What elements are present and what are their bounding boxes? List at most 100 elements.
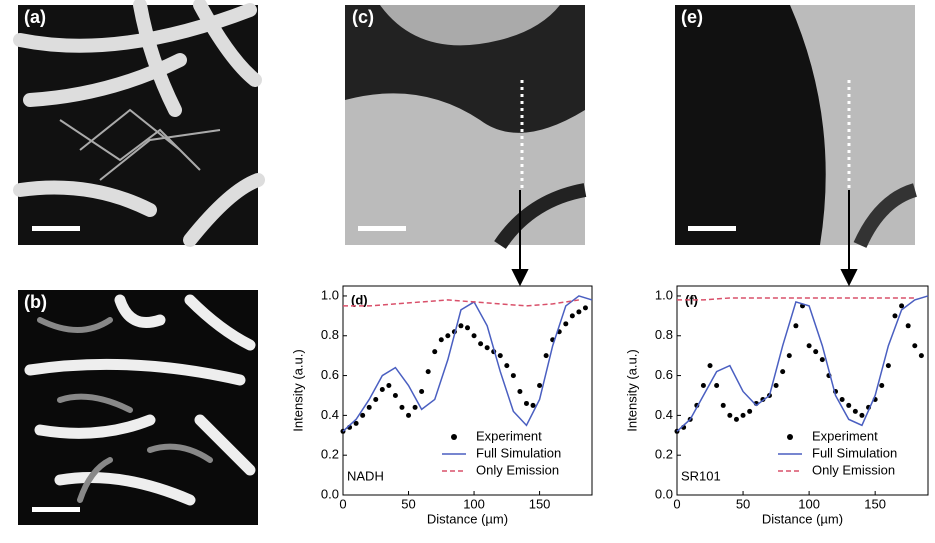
legend-label: Experiment <box>476 428 542 443</box>
legend-marker <box>451 434 457 440</box>
marker <box>511 373 516 378</box>
marker <box>563 321 568 326</box>
y-axis-label: Intensity (a.u.) <box>290 349 305 431</box>
marker <box>439 337 444 342</box>
marker <box>886 363 891 368</box>
marker <box>879 383 884 388</box>
image-panel: (e) <box>675 5 915 245</box>
panel-label: (b) <box>24 292 47 312</box>
marker <box>721 403 726 408</box>
marker <box>531 403 536 408</box>
marker <box>498 353 503 358</box>
marker <box>774 383 779 388</box>
x-tick-label: 0 <box>673 496 680 511</box>
marker <box>432 349 437 354</box>
marker <box>367 405 372 410</box>
marker <box>846 403 851 408</box>
marker <box>406 413 411 418</box>
marker <box>892 313 897 318</box>
x-tick-label: 50 <box>401 496 415 511</box>
y-tick-label: 0.2 <box>321 447 339 462</box>
marker <box>524 401 529 406</box>
x-axis-label: Distance (µm) <box>427 511 508 526</box>
marker <box>517 389 522 394</box>
y-tick-label: 1.0 <box>321 287 339 302</box>
marker <box>393 393 398 398</box>
marker <box>583 305 588 310</box>
y-tick-label: 0.0 <box>655 486 673 501</box>
marker <box>859 413 864 418</box>
marker <box>807 343 812 348</box>
marker <box>544 353 549 358</box>
legend-label: Only Emission <box>476 462 559 477</box>
y-tick-label: 0.0 <box>321 486 339 501</box>
x-tick-label: 100 <box>463 496 485 511</box>
marker <box>747 409 752 414</box>
marker <box>373 397 378 402</box>
marker <box>504 363 509 368</box>
line <box>343 296 592 431</box>
legend-label: Only Emission <box>812 462 895 477</box>
marker <box>912 343 917 348</box>
marker <box>813 349 818 354</box>
marker <box>919 353 924 358</box>
y-tick-label: 0.6 <box>655 367 673 382</box>
marker <box>360 413 365 418</box>
dashed-line <box>677 298 915 300</box>
x-tick-label: 100 <box>798 496 820 511</box>
marker <box>445 333 450 338</box>
x-tick-label: 0 <box>339 496 346 511</box>
marker <box>727 413 732 418</box>
figure: (a) (b) (c) (e) 0.0 0.2 0.4 0.6 0.8 1.0 0 50 100… <box>0 0 935 538</box>
x-tick-label: 50 <box>736 496 750 511</box>
marker <box>701 383 706 388</box>
marker <box>478 341 483 346</box>
dashed-line <box>343 300 579 306</box>
marker <box>787 353 792 358</box>
image-panel: (c) <box>345 5 585 245</box>
marker <box>741 413 746 418</box>
marker <box>734 417 739 422</box>
y-tick-label: 0.6 <box>321 367 339 382</box>
marker <box>472 333 477 338</box>
legend-label: Full Simulation <box>476 445 561 460</box>
marker <box>386 383 391 388</box>
marker <box>485 345 490 350</box>
y-tick-label: 1.0 <box>655 287 673 302</box>
line <box>677 296 928 431</box>
y-tick-label: 0.4 <box>655 407 673 422</box>
marker <box>853 409 858 414</box>
marker <box>413 405 418 410</box>
y-tick-label: 0.8 <box>321 327 339 342</box>
y-tick-label: 0.8 <box>655 327 673 342</box>
image-panel: (b) <box>18 290 258 525</box>
x-tick-label: 150 <box>529 496 551 511</box>
marker <box>576 309 581 314</box>
y-axis-label: Intensity (a.u.) <box>624 349 639 431</box>
marker <box>714 383 719 388</box>
marker <box>840 397 845 402</box>
panel-label: (e) <box>681 7 703 27</box>
marker <box>458 323 463 328</box>
marker <box>380 387 385 392</box>
image-panel: (a) <box>18 5 258 245</box>
y-tick-label: 0.4 <box>321 407 339 422</box>
annotation: NADH <box>347 468 384 483</box>
legend-marker <box>787 434 793 440</box>
marker <box>426 369 431 374</box>
marker <box>570 313 575 318</box>
marker <box>399 405 404 410</box>
marker <box>708 363 713 368</box>
marker <box>780 369 785 374</box>
marker <box>465 325 470 330</box>
legend-label: Full Simulation <box>812 445 897 460</box>
panel-label: (c) <box>352 7 374 27</box>
x-axis-label: Distance (µm) <box>762 511 843 526</box>
annotation: SR101 <box>681 468 721 483</box>
y-tick-label: 0.2 <box>655 447 673 462</box>
marker <box>537 383 542 388</box>
legend-label: Experiment <box>812 428 878 443</box>
marker <box>820 357 825 362</box>
panel-label: (a) <box>24 7 46 27</box>
marker <box>906 323 911 328</box>
